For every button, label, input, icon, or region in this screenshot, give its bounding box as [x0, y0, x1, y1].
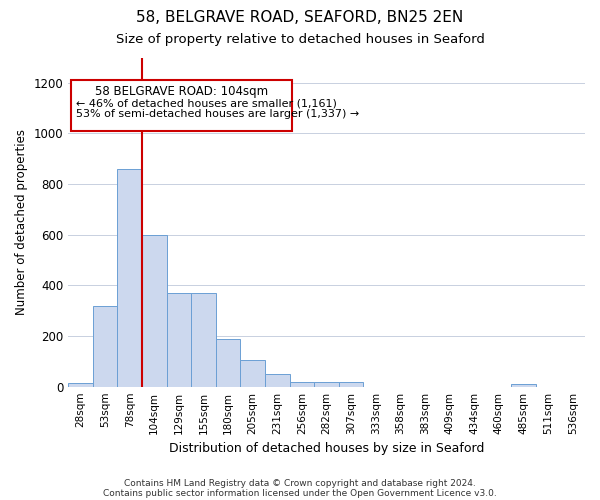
Bar [511, 384, 536, 386]
Bar [68, 384, 93, 386]
Bar [314, 382, 339, 386]
Text: Contains HM Land Registry data © Crown copyright and database right 2024.: Contains HM Land Registry data © Crown c… [124, 478, 476, 488]
X-axis label: Distribution of detached houses by size in Seaford: Distribution of detached houses by size … [169, 442, 484, 455]
Bar [290, 382, 314, 386]
Bar [265, 374, 290, 386]
Text: 53% of semi-detached houses are larger (1,337) →: 53% of semi-detached houses are larger (… [76, 110, 359, 120]
Bar [167, 293, 191, 386]
Text: Contains public sector information licensed under the Open Government Licence v3: Contains public sector information licen… [103, 488, 497, 498]
Bar [142, 235, 167, 386]
Bar [339, 382, 364, 386]
Text: ← 46% of detached houses are smaller (1,161): ← 46% of detached houses are smaller (1,… [76, 98, 337, 108]
Y-axis label: Number of detached properties: Number of detached properties [15, 129, 28, 315]
Bar [93, 306, 118, 386]
Bar [241, 360, 265, 386]
Text: Size of property relative to detached houses in Seaford: Size of property relative to detached ho… [116, 32, 484, 46]
Bar [118, 169, 142, 386]
Text: 58, BELGRAVE ROAD, SEAFORD, BN25 2EN: 58, BELGRAVE ROAD, SEAFORD, BN25 2EN [136, 10, 464, 25]
Bar [71, 80, 292, 131]
Bar [191, 293, 216, 386]
Text: 58 BELGRAVE ROAD: 104sqm: 58 BELGRAVE ROAD: 104sqm [95, 86, 268, 98]
Bar [216, 338, 241, 386]
